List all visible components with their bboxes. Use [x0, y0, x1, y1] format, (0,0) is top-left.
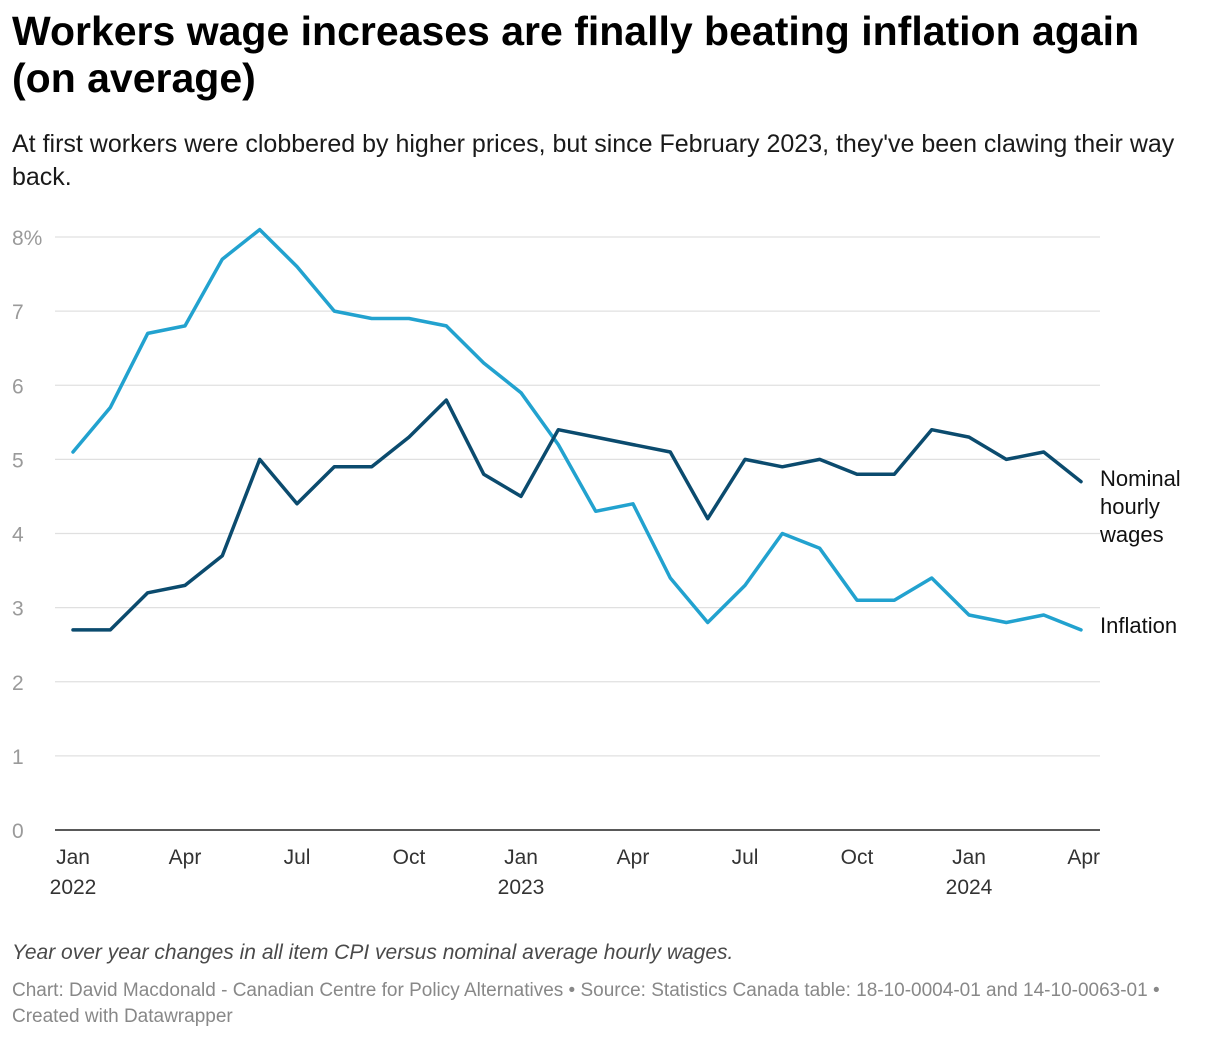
y-tick-label: 8% [12, 227, 42, 250]
chart-source: Chart: David Macdonald - Canadian Centre… [12, 980, 1160, 1027]
chart-subtitle: At first workers were clobbered by highe… [12, 130, 1175, 191]
x-tick-month-label: Oct [393, 846, 426, 869]
y-tick-label: 6 [12, 375, 24, 398]
x-tick-year-label: 2022 [50, 876, 97, 899]
y-tick-label: 1 [12, 746, 24, 769]
x-tick-month-label: Oct [841, 846, 874, 869]
chart-note: Year over year changes in all item CPI v… [12, 941, 734, 964]
x-tick-month-label: Jan [952, 846, 986, 869]
series-line-inflation [71, 227, 1083, 632]
y-tick-label: 0 [12, 820, 24, 843]
y-tick-label: 4 [12, 524, 24, 547]
x-tick-month-label: Jan [56, 846, 90, 869]
series-labels: Inflation Nominal hourly wages [1099, 466, 1181, 638]
x-tick-month-label: Apr [617, 846, 650, 869]
series-line-nominal-hourly-wages [71, 398, 1083, 632]
chart-title: Workers wage increases are finally beati… [12, 8, 1140, 101]
x-tick-month-label: Apr [1067, 846, 1100, 869]
x-tick-month-label: Jul [732, 846, 759, 869]
x-axis-ticks: Jan 2022 Apr Jul Oct Jan 2023 Apr Jul Oct Jan 2024 A… [50, 846, 1100, 899]
y-tick-label: 7 [12, 301, 24, 324]
series-lines [71, 227, 1083, 632]
series-label-nominal-hourly-wages: Nominal hourly wages [1099, 466, 1181, 547]
x-tick-month-label: Jul [284, 846, 311, 869]
x-tick-year-label: 2024 [946, 876, 993, 899]
line-chart: 0 1 2 3 4 5 6 7 8% Jan 2022 Apr Jul Oct Jan 2023 Apr Jul… [12, 227, 1181, 899]
gridlines [55, 236, 1100, 831]
x-tick-month-label: Apr [169, 846, 202, 869]
y-tick-label: 3 [12, 598, 24, 621]
x-tick-year-label: 2023 [498, 876, 545, 899]
y-tick-label: 5 [12, 449, 24, 472]
x-tick-month-label: Jan [504, 846, 538, 869]
y-axis-ticks: 0 1 2 3 4 5 6 7 8% [12, 227, 42, 843]
y-tick-label: 2 [12, 672, 24, 695]
series-label-inflation: Inflation [1100, 613, 1177, 638]
